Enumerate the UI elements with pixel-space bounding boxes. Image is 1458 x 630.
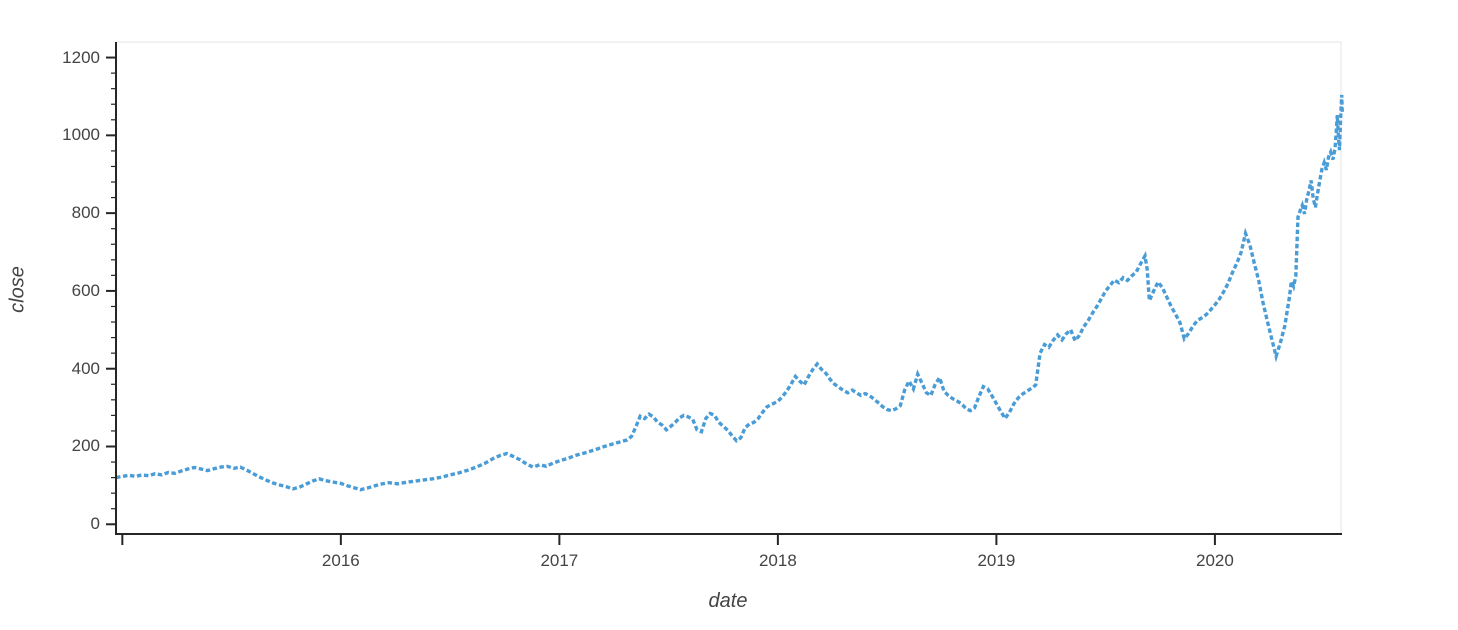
- x-tick-label: 2020: [1195, 551, 1234, 570]
- x-tick-label: 2019: [977, 551, 1016, 570]
- close-line-series: [115, 94, 1344, 492]
- x-tick-label: 2016: [321, 551, 360, 570]
- y-tick-label: 600: [71, 280, 100, 300]
- x-tick-label: 2018: [758, 551, 797, 570]
- y-tick-label: 800: [71, 203, 100, 223]
- y-axis-title: close: [6, 266, 29, 313]
- y-tick-label: 0: [90, 514, 100, 534]
- bokeh-toolbar: [1348, 0, 1398, 630]
- y-tick-label: 400: [71, 358, 100, 378]
- y-tick-label: 1000: [62, 125, 100, 145]
- x-axis-title: date: [708, 590, 748, 612]
- y-tick-label: 1200: [62, 47, 100, 67]
- y-tick-label: 200: [71, 436, 100, 456]
- x-tick-label: 2017: [540, 551, 579, 570]
